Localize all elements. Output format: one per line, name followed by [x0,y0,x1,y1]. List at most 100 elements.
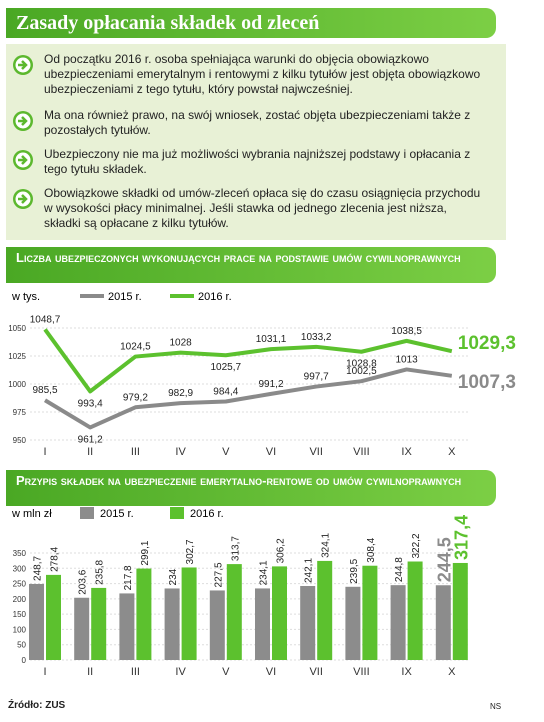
value-label: 235,8 [95,559,106,584]
y-tick-label: 150 [13,610,27,619]
value-label: 1024,5 [120,342,151,353]
x-tick-label: X [448,446,456,458]
bar [435,585,451,660]
value-label: 244,8 [394,557,405,582]
legend-label: 2016 r. [198,291,232,303]
unit-label: w mln zł [11,508,52,520]
value-label: 961,2 [78,434,103,445]
bar [209,590,225,660]
x-tick-label: III [131,446,140,458]
value-label-highlight: 1007,3 [458,372,516,393]
bar [272,566,287,660]
line [43,328,453,394]
legend-swatch [80,507,94,519]
bullet: Obowiązkowe składki od umów-zleceń opłac… [6,186,506,231]
bullet: Ma ona również prawo, na swój wniosek, z… [6,108,506,138]
bar [29,583,44,660]
bar [300,585,316,660]
value-label: 985,5 [32,385,57,396]
x-tick-label: VII [309,666,322,678]
value-label: 234,1 [259,560,270,585]
bar [164,588,180,660]
bar [407,561,423,660]
y-tick-label: 300 [13,564,27,573]
x-tick-label: VIII [353,666,370,678]
value-label: 239,5 [349,558,360,583]
unit-label: w tys. [11,291,40,303]
bar [181,567,197,660]
value-label: 217,8 [123,565,134,590]
value-label: 278,4 [50,546,61,571]
value-label: 1038,5 [391,326,422,337]
arrow-icon [13,150,33,170]
value-label-highlight: 317,4 [451,515,471,560]
y-tick-label: 350 [13,549,27,558]
value-label: 324,1 [321,532,332,557]
bar [46,574,61,660]
value-label: 299,1 [140,540,151,565]
y-tick-label: 250 [13,580,27,589]
y-tick-label: 100 [13,625,27,634]
value-label: 984,4 [213,386,238,397]
bar [390,585,406,660]
x-tick-label: IX [401,446,412,458]
x-tick-label: IV [175,666,186,678]
x-tick-label: VI [266,666,276,678]
x-tick-label: II [87,666,93,678]
value-label: 248,7 [33,556,44,581]
bar [74,597,90,660]
bullet-text: Obowiązkowe składki od umów-zleceń opłac… [44,186,481,230]
line [43,367,453,430]
bar [119,593,135,660]
arrow-icon [13,55,33,75]
bullet: Ubezpieczony nie ma już możliwości wybra… [6,147,506,177]
bar [362,565,378,660]
value-label-highlight: 244,5 [434,537,454,582]
value-label: 1028 [169,338,192,349]
bar [91,587,107,660]
bar [226,564,242,660]
value-label: 979,2 [123,392,148,403]
value-label: 982,9 [168,388,193,399]
value-label: 993,4 [78,398,103,409]
bullet-text: Ubezpieczony nie ma już możliwości wybra… [44,147,471,176]
chart-title: Liczba ubezpieczonych wykonujących prace… [6,247,496,283]
value-label: 1025,7 [211,362,242,373]
y-tick-label: 0 [22,656,27,665]
x-tick-label: IX [401,666,412,678]
legend-label: 2016 r. [190,508,224,520]
value-label: 322,2 [411,533,422,558]
y-tick-label: 1025 [8,352,26,361]
x-tick-label: X [448,666,456,678]
value-label: 1002,5 [346,366,377,377]
value-label-highlight: 1029,3 [458,333,516,354]
bar [317,560,333,660]
x-tick-label: VI [266,446,276,458]
source: Źródło: ZUS [8,700,66,711]
arrow-icon [13,111,33,131]
bar [255,588,270,660]
bullet: Od początku 2016 r. osoba spełniająca wa… [6,52,506,97]
x-tick-label: IV [175,446,186,458]
x-tick-label: VII [309,446,322,458]
legend-swatch [170,507,184,519]
chart-title: Przypis składek na ubezpieczenie emeryta… [6,470,496,506]
legend-label: 2015 r. [108,291,142,303]
y-tick-label: 1000 [8,380,26,389]
title: Zasady opłacania składek od zleceń [6,8,496,38]
value-label: 203,6 [78,569,89,594]
bullet-text: Od początku 2016 r. osoba spełniająca wa… [44,52,481,96]
value-label: 1028,8 [346,359,377,370]
bullet-text: Ma ona również prawo, na swój wniosek, z… [44,108,471,137]
value-label: 1031,1 [256,334,287,345]
y-tick-label: 50 [17,641,26,650]
y-tick-label: 975 [13,408,27,417]
bar [345,586,361,660]
value-label: 991,2 [258,379,283,390]
value-label: 242,1 [304,558,315,583]
x-tick-label: I [43,666,46,678]
x-tick-label: V [222,446,230,458]
